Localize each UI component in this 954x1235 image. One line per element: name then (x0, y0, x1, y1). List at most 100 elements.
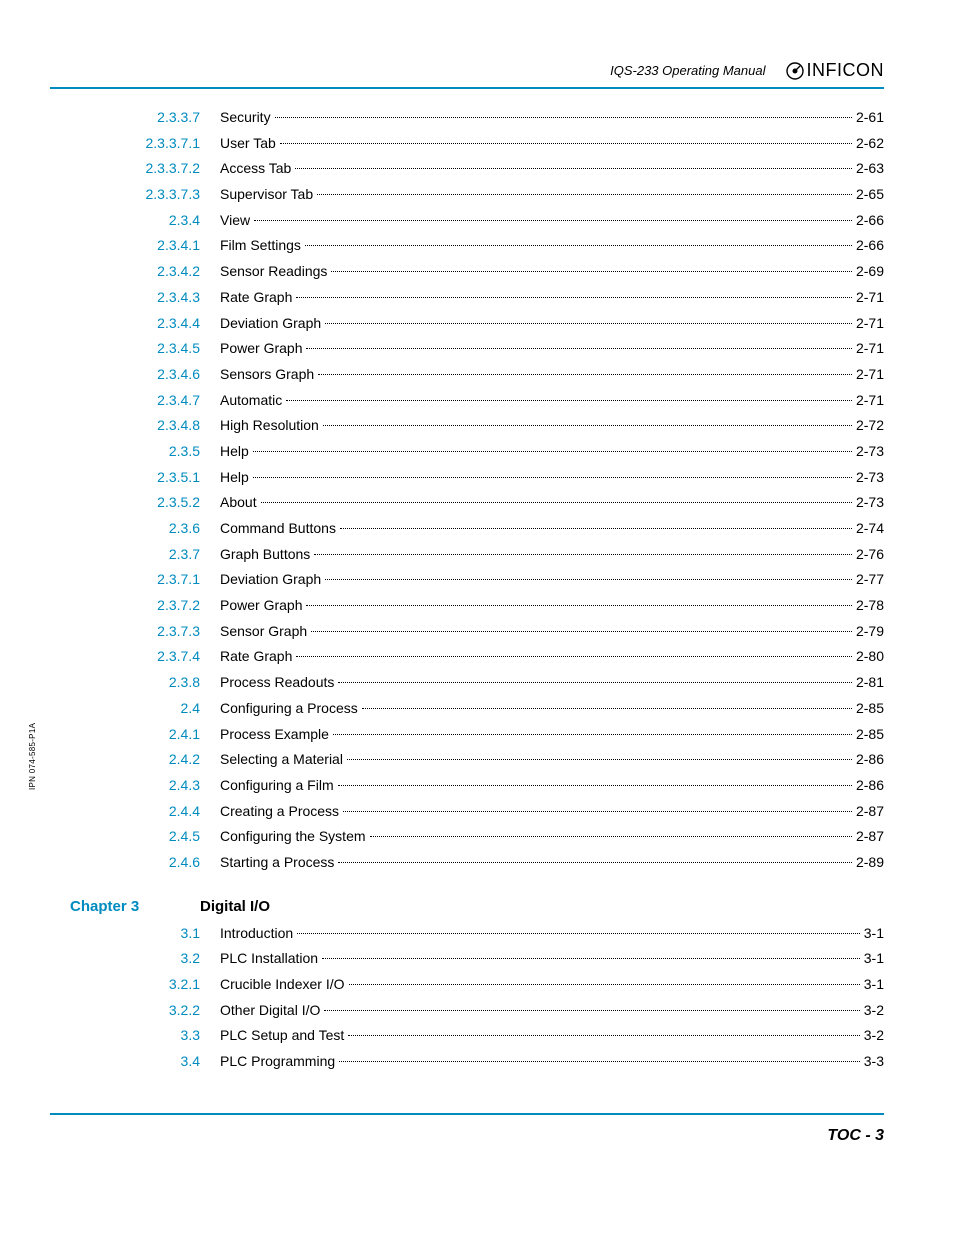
toc-entry-title: Rate Graph (220, 287, 292, 309)
toc-entry-title: Other Digital I/O (220, 1000, 320, 1022)
toc-page-number: 2-69 (856, 261, 884, 283)
toc-section-number-link[interactable]: 2.3.4 (110, 210, 220, 232)
toc-row: 3.4PLC Programming3-3 (110, 1051, 884, 1073)
toc-page-number: 2-86 (856, 775, 884, 797)
toc-page-number: 3-2 (864, 1000, 884, 1022)
toc-entry-title: Automatic (220, 390, 282, 412)
toc-leader-dots (338, 682, 852, 683)
toc-section-number-link[interactable]: 2.3.6 (110, 518, 220, 540)
toc-section-number-link[interactable]: 2.3.4.6 (110, 364, 220, 386)
toc-row: 2.4.6Starting a Process2-89 (110, 852, 884, 874)
toc-row: 2.3.4View 2-66 (110, 210, 884, 232)
toc-section-number-link[interactable]: 2.3.3.7.2 (110, 158, 220, 180)
toc-section-number-link[interactable]: 3.2.1 (110, 974, 220, 996)
toc-leader-dots (318, 374, 852, 375)
toc-leader-dots (305, 245, 852, 246)
toc-entry-title: Power Graph (220, 595, 302, 617)
toc-section-number-link[interactable]: 2.3.5.2 (110, 492, 220, 514)
toc-row: 3.3PLC Setup and Test3-2 (110, 1025, 884, 1047)
toc-section-number-link[interactable]: 3.2.2 (110, 1000, 220, 1022)
toc-section-number-link[interactable]: 2.4 (110, 698, 220, 720)
toc-entry-title: Sensors Graph (220, 364, 314, 386)
toc-leader-dots (322, 958, 860, 959)
toc-section-number-link[interactable]: 2.3.4.8 (110, 415, 220, 437)
toc-entry-title: Process Readouts (220, 672, 334, 694)
toc-section-number-link[interactable]: 3.1 (110, 923, 220, 945)
toc-section-number-link[interactable]: 2.3.7 (110, 544, 220, 566)
toc-section-number-link[interactable]: 2.3.8 (110, 672, 220, 694)
toc-section-number-link[interactable]: 2.3.3.7 (110, 107, 220, 129)
toc-entry-title: Configuring the System (220, 826, 366, 848)
toc-page-number: 2-76 (856, 544, 884, 566)
toc-page-number: 2-65 (856, 184, 884, 206)
toc-page-number: 2-73 (856, 441, 884, 463)
toc-section-number-link[interactable]: 2.3.5 (110, 441, 220, 463)
toc-row: 2.3.4.6Sensors Graph2-71 (110, 364, 884, 386)
footer-rule (50, 1113, 884, 1115)
toc-page-number: 2-87 (856, 801, 884, 823)
toc-section-number-link[interactable]: 2.3.4.1 (110, 235, 220, 257)
toc-section-number-link[interactable]: 2.3.7.3 (110, 621, 220, 643)
toc-section-number-link[interactable]: 2.3.3.7.1 (110, 133, 220, 155)
toc-row: 2.3.7.1Deviation Graph2-77 (110, 569, 884, 591)
toc-row: 2.3.3.7.1User Tab2-62 (110, 133, 884, 155)
toc-section-number-link[interactable]: 2.3.7.1 (110, 569, 220, 591)
toc-row: 2.3.3.7Security 2-61 (110, 107, 884, 129)
toc-entry-title: Film Settings (220, 235, 301, 257)
toc-entry-title: Security (220, 107, 271, 129)
toc-page-number: 2-62 (856, 133, 884, 155)
toc-section-number-link[interactable]: 2.4.4 (110, 801, 220, 823)
toc-page-number: 2-61 (856, 107, 884, 129)
toc-section-number-link[interactable]: 2.4.1 (110, 724, 220, 746)
toc-section-number-link[interactable]: 2.4.5 (110, 826, 220, 848)
toc-section-number-link[interactable]: 2.3.4.3 (110, 287, 220, 309)
toc-row: 2.4.2Selecting a Material2-86 (110, 749, 884, 771)
page-header: IQS-233 Operating Manual INFICON (50, 60, 884, 81)
toc-leader-dots (253, 451, 852, 452)
toc-leader-dots (343, 811, 852, 812)
toc-entry-title: Help (220, 441, 249, 463)
toc-row: 2.3.4.2Sensor Readings2-69 (110, 261, 884, 283)
toc-page-number: 2-63 (856, 158, 884, 180)
toc-page-number: 2-71 (856, 287, 884, 309)
toc-page-number: 2-71 (856, 390, 884, 412)
toc-leader-dots (314, 554, 852, 555)
toc-page-number: 2-81 (856, 672, 884, 694)
toc-page-number: 2-80 (856, 646, 884, 668)
toc-row: 3.2PLC Installation3-1 (110, 948, 884, 970)
toc-section-number-link[interactable]: 2.4.2 (110, 749, 220, 771)
toc-page-number: 2-86 (856, 749, 884, 771)
toc-section-number-link[interactable]: 2.3.5.1 (110, 467, 220, 489)
toc-row: 2.4.4Creating a Process 2-87 (110, 801, 884, 823)
chapter-number-link[interactable]: Chapter 3 (70, 898, 180, 915)
toc-leader-dots (324, 1010, 859, 1011)
toc-section-number-link[interactable]: 2.3.4.2 (110, 261, 220, 283)
toc-page-number: 2-66 (856, 210, 884, 232)
toc-leader-dots (325, 323, 852, 324)
toc-section-number-link[interactable]: 2.3.4.5 (110, 338, 220, 360)
toc-row: 2.3.3.7.2Access Tab2-63 (110, 158, 884, 180)
toc-row: 2.4.3Configuring a Film2-86 (110, 775, 884, 797)
toc-entry-title: Power Graph (220, 338, 302, 360)
toc-section-number-link[interactable]: 2.4.6 (110, 852, 220, 874)
toc-section-number-link[interactable]: 2.4.3 (110, 775, 220, 797)
toc-entry-title: View (220, 210, 250, 232)
toc-section-number-link[interactable]: 3.2 (110, 948, 220, 970)
toc-leader-dots (296, 656, 852, 657)
toc-leader-dots (348, 1035, 859, 1036)
toc-row: 2.4Configuring a Process2-85 (110, 698, 884, 720)
manual-title: IQS-233 Operating Manual (610, 63, 765, 78)
toc-section-number-link[interactable]: 2.3.7.4 (110, 646, 220, 668)
toc-entry-title: Creating a Process (220, 801, 339, 823)
toc-leader-dots (261, 502, 852, 503)
toc-section-number-link[interactable]: 2.3.4.4 (110, 313, 220, 335)
toc-leader-dots (331, 271, 852, 272)
toc-leader-dots (338, 785, 852, 786)
toc-leader-dots (286, 400, 852, 401)
toc-section-number-link[interactable]: 2.3.3.7.3 (110, 184, 220, 206)
toc-page-number: 2-89 (856, 852, 884, 874)
toc-section-number-link[interactable]: 2.3.4.7 (110, 390, 220, 412)
toc-section-number-link[interactable]: 3.3 (110, 1025, 220, 1047)
toc-section-number-link[interactable]: 2.3.7.2 (110, 595, 220, 617)
toc-section-number-link[interactable]: 3.4 (110, 1051, 220, 1073)
